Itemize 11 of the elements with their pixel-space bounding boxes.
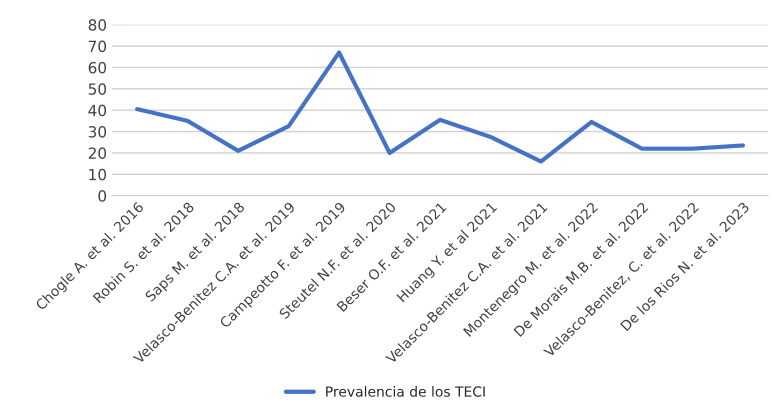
y-tick-label: 50	[88, 83, 106, 95]
y-tick-label: 0	[98, 190, 106, 202]
y-tick-label: 70	[88, 40, 106, 52]
legend-label: Prevalencia de los TECI	[326, 386, 485, 397]
y-tick-label: 40	[88, 104, 106, 116]
y-tick-label: 60	[88, 62, 106, 74]
y-tick-label: 20	[88, 147, 106, 159]
line-series	[135, 50, 745, 164]
y-tick-label: 10	[89, 168, 106, 180]
y-tick-label: 30	[88, 126, 106, 138]
y-tick-label: 80	[88, 19, 106, 31]
